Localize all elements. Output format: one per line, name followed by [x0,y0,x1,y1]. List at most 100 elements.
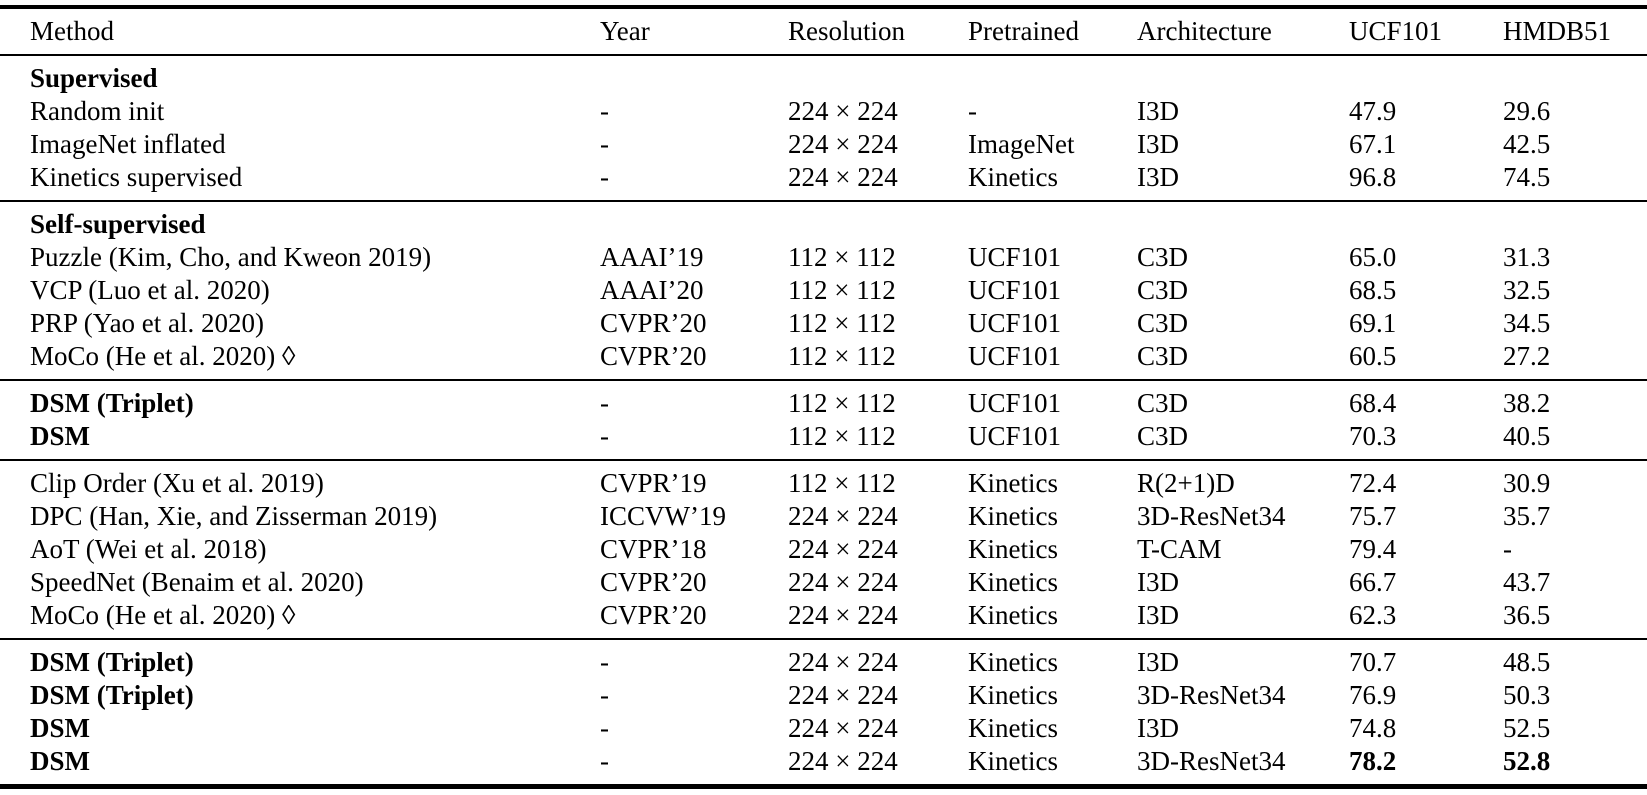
cell-resolution: 112 × 112 [788,242,896,272]
table-row: DSM (Triplet) - 224 × 224 Kinetics 3D-ResNet… [0,679,1647,712]
table-row: VCP (Luo et al. 2020) AAAI’20 112 × 112 UCF… [0,274,1647,307]
cell-resolution: 224 × 224 [788,713,898,743]
cell-hmdb51: - [1503,534,1512,564]
cell-year: CVPR’20 [600,600,707,630]
column-header-resolution: Resolution [788,16,906,46]
cell-pretrained: Kinetics [968,680,1058,710]
table-row: DPC (Han, Xie, and Zisserman 2019) ICCVW’… [0,500,1647,533]
cell-resolution: 224 × 224 [788,501,898,531]
cell-architecture: R(2+1)D [1137,468,1235,498]
table-row: DSM (Triplet) - 224 × 224 Kinetics I3D 70.7 48… [0,639,1647,679]
column-header-architecture: Architecture [1137,16,1272,46]
cell-year: CVPR’19 [600,468,707,498]
cell-pretrained: UCF101 [968,308,1062,338]
cell-pretrained: UCF101 [968,421,1062,451]
cell-architecture: 3D-ResNet34 [1137,746,1286,776]
cell-pretrained: UCF101 [968,341,1062,371]
cell-ucf101: 66.7 [1349,567,1397,597]
cell-resolution: 224 × 224 [788,534,898,564]
cell-year: CVPR’20 [600,341,707,371]
column-header-year: Year [600,16,650,46]
cell-hmdb51: 48.5 [1503,647,1551,677]
cell-resolution: 112 × 112 [788,421,896,451]
cell-ucf101: 70.3 [1349,421,1397,451]
column-header-pretrained: Pretrained [968,16,1079,46]
cell-hmdb51: 29.6 [1503,96,1551,126]
cell-architecture: C3D [1137,242,1189,272]
cell-method: DSM [30,713,90,743]
cell-method: PRP (Yao et al. 2020) [30,308,265,338]
table-section-2: Self-supervised Puzzle (Kim, Cho, and Kwe… [0,201,1647,380]
cell-ucf101: 75.7 [1349,501,1397,531]
table-row: DSM - 224 × 224 Kinetics I3D 74.8 52.5 [0,712,1647,745]
cell-pretrained: Kinetics [968,501,1058,531]
cell-method: DPC (Han, Xie, and Zisserman 2019) [30,501,438,531]
cell-method: Random init [30,96,165,126]
cell-year: - [600,421,609,451]
cell-architecture: I3D [1137,129,1179,159]
cell-hmdb51: 52.8 [1503,746,1551,776]
cell-architecture: 3D-ResNet34 [1137,501,1286,531]
cell-year: - [600,680,609,710]
table-section-4: Clip Order (Xu et al. 2019) CVPR’19 112 × … [0,460,1647,639]
cell-hmdb51: 52.5 [1503,713,1551,743]
cell-architecture: 3D-ResNet34 [1137,680,1286,710]
cell-hmdb51: 43.7 [1503,567,1551,597]
cell-architecture: I3D [1137,647,1179,677]
cell-year: - [600,388,609,418]
cell-year: - [600,746,609,776]
cell-method: AoT (Wei et al. 2018) [30,534,267,564]
cell-architecture: C3D [1137,421,1189,451]
cell-hmdb51: 38.2 [1503,388,1551,418]
cell-year: - [600,129,609,159]
cell-pretrained: Kinetics [968,746,1058,776]
cell-pretrained: - [968,96,977,126]
cell-hmdb51: 30.9 [1503,468,1551,498]
cell-architecture: C3D [1137,388,1189,418]
cell-ucf101: 78.2 [1349,746,1397,776]
cell-resolution: 112 × 112 [788,308,896,338]
cell-resolution: 112 × 112 [788,388,896,418]
cell-resolution: 112 × 112 [788,468,896,498]
cell-architecture: T-CAM [1137,534,1222,564]
table-row: ImageNet inflated - 224 × 224 ImageNet I3D 67… [0,128,1647,161]
table-section-5: DSM (Triplet) - 224 × 224 Kinetics I3D 70.7 48… [0,639,1647,787]
table-row: Puzzle (Kim, Cho, and Kweon 2019) AAAI’19… [0,241,1647,274]
cell-resolution: 224 × 224 [788,746,898,776]
section-title: Self-supervised [30,209,206,239]
cell-year: CVPR’20 [600,567,707,597]
cell-ucf101: 76.9 [1349,680,1397,710]
table-row: AoT (Wei et al. 2018) CVPR’18 224 × 224 Kin… [0,533,1647,566]
cell-ucf101: 96.8 [1349,162,1397,192]
column-header-ucf101: UCF101 [1349,16,1443,46]
cell-architecture: C3D [1137,275,1189,305]
table-row: DSM - 112 × 112 UCF101 C3D 70.3 40.5 [0,420,1647,460]
cell-hmdb51: 74.5 [1503,162,1551,192]
cell-pretrained: UCF101 [968,388,1062,418]
cell-architecture: I3D [1137,713,1179,743]
table-row: MoCo (He et al. 2020) ◊ CVPR’20 224 × 224 K… [0,599,1647,639]
cell-hmdb51: 40.5 [1503,421,1551,451]
cell-year: CVPR’18 [600,534,707,564]
cell-architecture: I3D [1137,162,1179,192]
cell-method: DSM (Triplet) [30,680,194,710]
cell-method: SpeedNet (Benaim et al. 2020) [30,567,364,597]
cell-pretrained: Kinetics [968,534,1058,564]
table-row: SpeedNet (Benaim et al. 2020) CVPR’20 224 … [0,566,1647,599]
cell-method: DSM (Triplet) [30,647,194,677]
cell-hmdb51: 35.7 [1503,501,1551,531]
cell-resolution: 224 × 224 [788,96,898,126]
cell-pretrained: Kinetics [968,162,1058,192]
cell-pretrained: ImageNet [968,129,1075,159]
column-header-method: Method [30,16,114,46]
table-header: Method Year Resolution Pretrained Architectu… [0,7,1647,55]
cell-year: ICCVW’19 [600,501,726,531]
cell-year: AAAI’19 [600,242,704,272]
cell-hmdb51: 42.5 [1503,129,1551,159]
cell-method: MoCo (He et al. 2020) ◊ [30,341,296,371]
cell-hmdb51: 27.2 [1503,341,1551,371]
cell-method: Clip Order (Xu et al. 2019) [30,468,324,498]
section-header-row: Self-supervised [0,201,1647,241]
cell-architecture: C3D [1137,341,1189,371]
table-section-1: Supervised Random init - 224 × 224 - I3D 47.9 2… [0,55,1647,201]
